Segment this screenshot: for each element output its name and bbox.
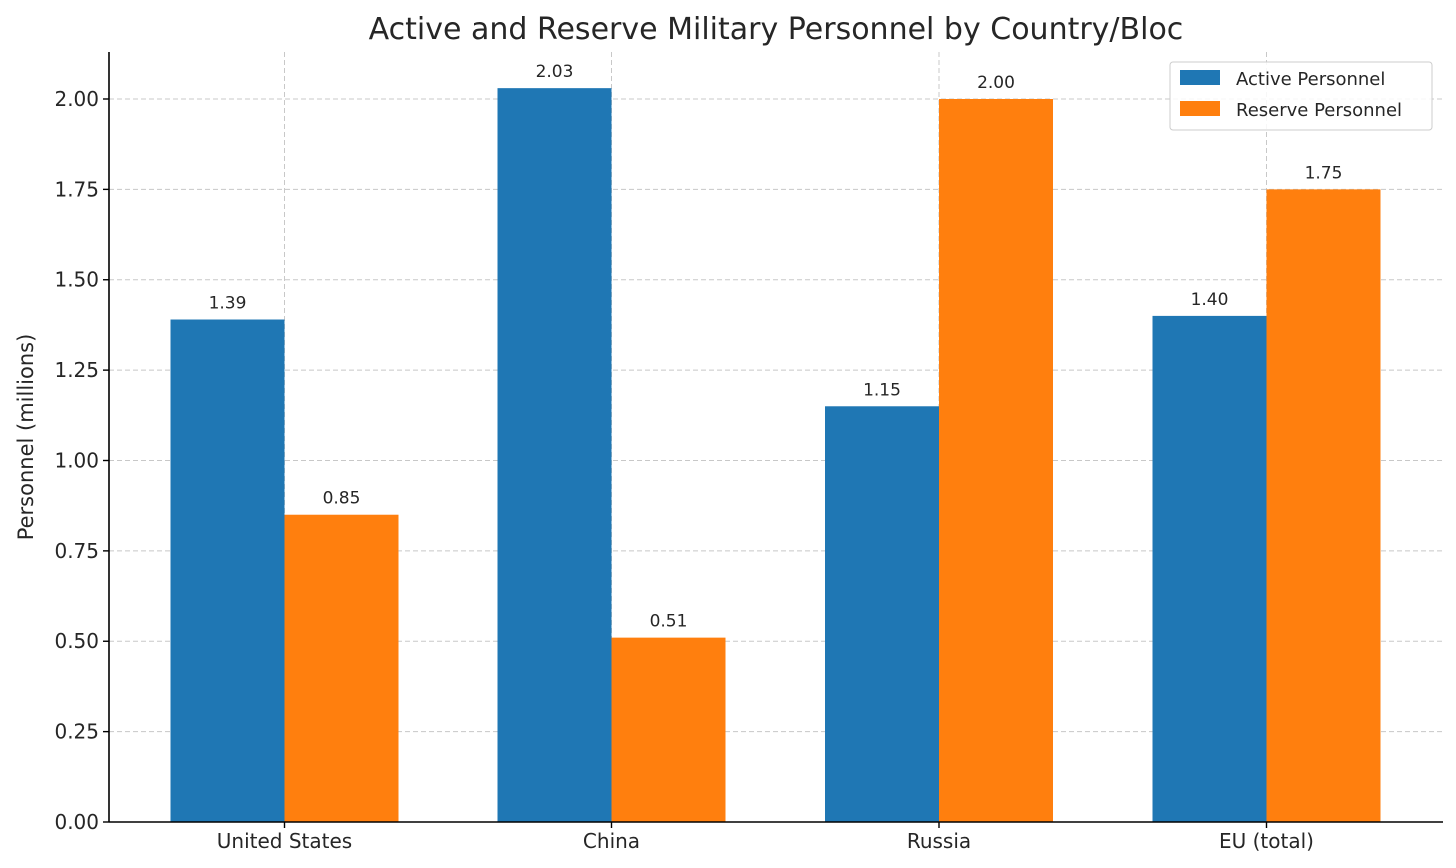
bar-active — [170, 319, 285, 822]
chart-title: Active and Reserve Military Personnel by… — [369, 12, 1184, 47]
data-label-reserve: 2.00 — [977, 73, 1015, 93]
y-tick-label: 0.75 — [54, 539, 99, 563]
x-tick-label: China — [583, 829, 640, 853]
data-label-reserve: 1.75 — [1305, 163, 1343, 183]
legend-label-reserve: Reserve Personnel — [1236, 100, 1402, 121]
y-axis-ticks: 0.00 0.25 0.50 0.75 1.00 1.25 1.50 1.75 2.00 — [54, 87, 109, 834]
y-tick-label: 2.00 — [54, 87, 99, 111]
y-tick-label: 0.25 — [54, 720, 99, 744]
y-tick-label: 1.25 — [54, 358, 99, 382]
data-label-active: 1.40 — [1191, 290, 1229, 310]
legend: Active Personnel Reserve Personnel — [1169, 61, 1433, 131]
data-label-active: 1.39 — [209, 294, 247, 314]
y-tick-label: 1.00 — [54, 448, 99, 472]
x-axis-ticks: United States China Russia EU (total) — [217, 822, 1314, 853]
bars — [170, 88, 1381, 823]
axes — [108, 52, 1443, 823]
legend-frame — [1169, 61, 1433, 131]
legend-label-active: Active Personnel — [1236, 69, 1385, 90]
data-labels: 1.39 2.03 1.15 1.40 0.85 0.51 2.00 1.75 — [209, 62, 1343, 631]
bar-reserve — [611, 637, 726, 822]
data-label-reserve: 0.51 — [650, 612, 688, 632]
legend-swatch-reserve — [1180, 101, 1220, 116]
y-tick-label: 0.00 — [54, 810, 99, 834]
legend-swatch-active — [1180, 70, 1220, 85]
bar-active — [497, 88, 612, 822]
y-tick-label: 1.50 — [54, 268, 99, 292]
bar-reserve — [1266, 189, 1381, 822]
y-tick-label: 1.75 — [54, 177, 99, 201]
y-axis-label: Personnel (millions) — [14, 334, 38, 541]
x-tick-label: Russia — [907, 829, 971, 853]
bar-active — [1152, 315, 1267, 822]
data-label-reserve: 0.85 — [323, 489, 361, 509]
y-tick-label: 0.50 — [54, 629, 99, 653]
bar-reserve — [284, 514, 399, 822]
bar-active — [825, 406, 939, 822]
data-label-active: 1.15 — [863, 380, 901, 400]
x-tick-label: United States — [217, 829, 352, 853]
bar-reserve — [939, 98, 1053, 823]
data-label-active: 2.03 — [536, 62, 574, 82]
x-tick-label: EU (total) — [1219, 829, 1314, 853]
